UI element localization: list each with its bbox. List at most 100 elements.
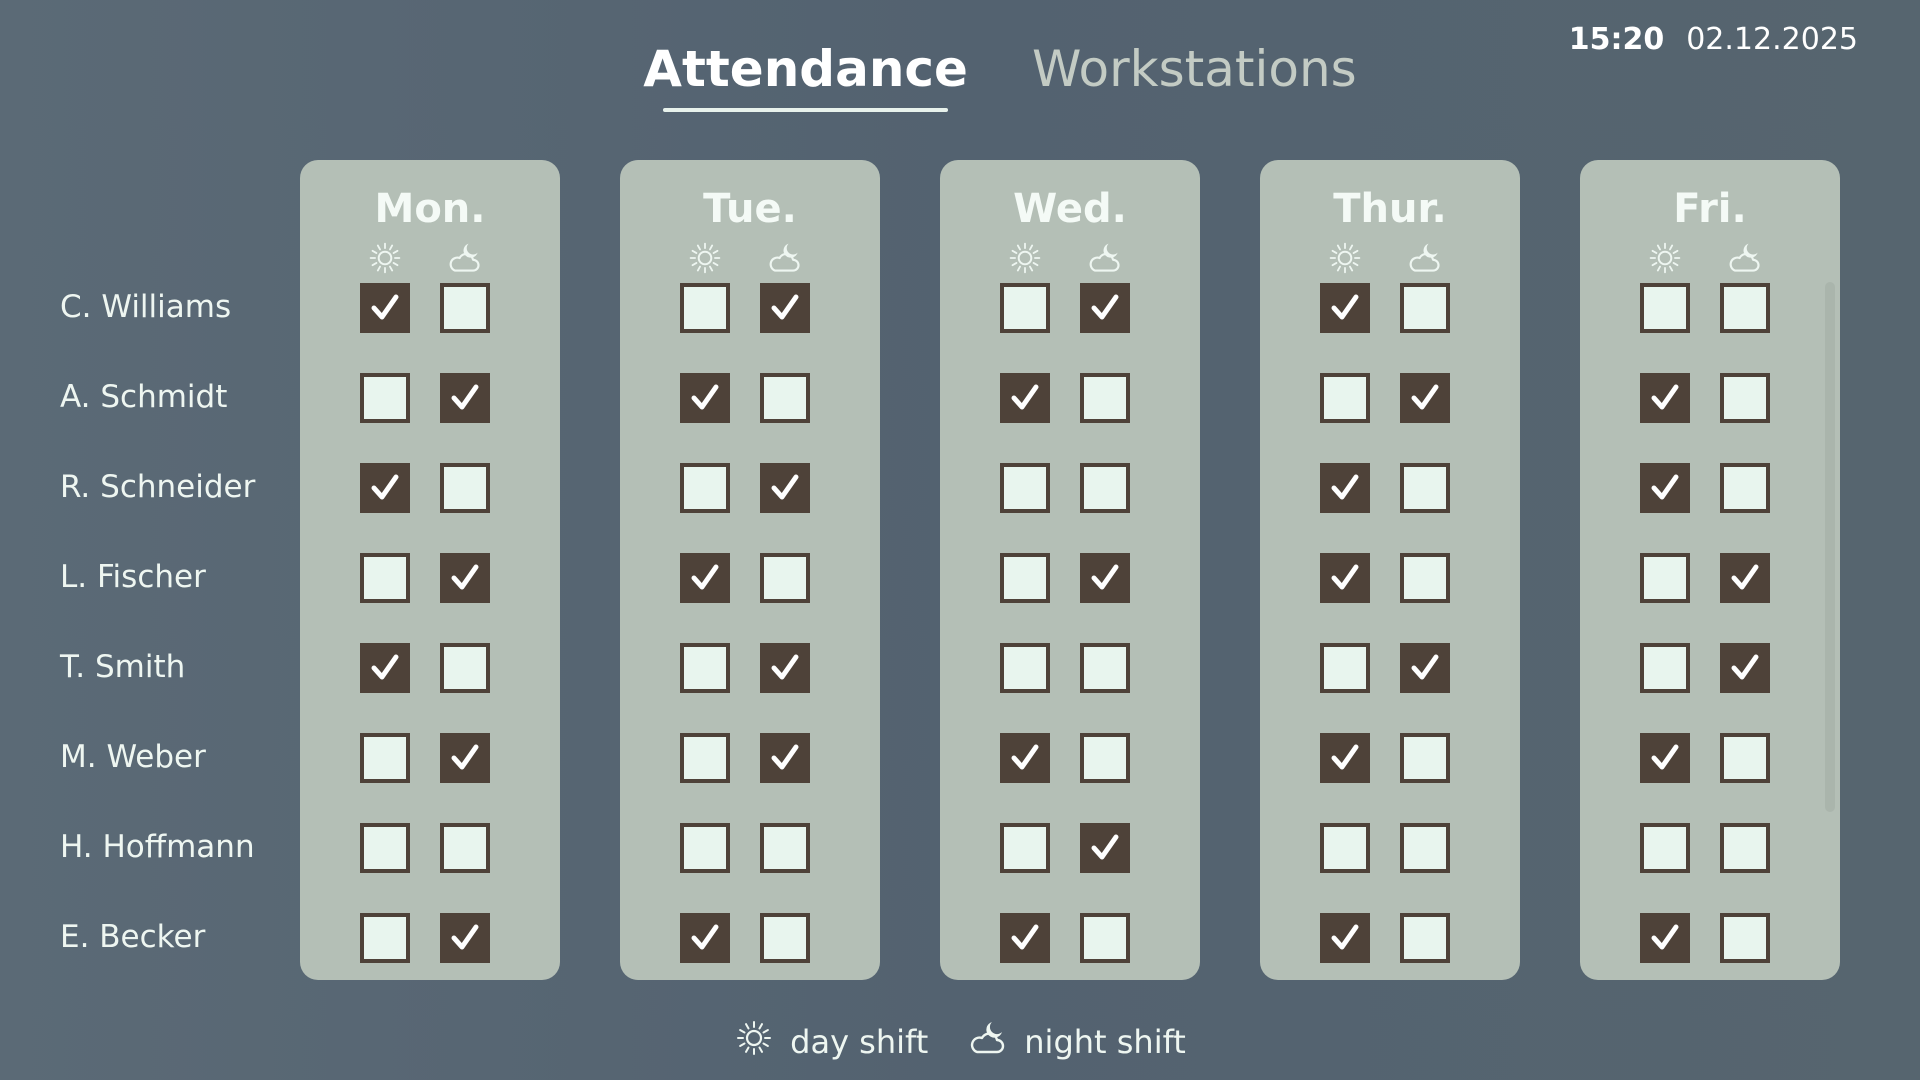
night-shift-checkbox[interactable] [1080,373,1130,423]
night-shift-checkbox[interactable] [1720,643,1770,693]
day-shift-checkbox[interactable] [360,373,410,423]
night-shift-checkbox[interactable] [760,283,810,333]
day-shift-checkbox[interactable] [1640,373,1690,423]
night-shift-checkbox[interactable] [1720,823,1770,873]
night-shift-checkbox[interactable] [1080,463,1130,513]
night-shift-checkbox[interactable] [1400,373,1450,423]
night-shift-checkbox[interactable] [1080,643,1130,693]
day-shift-checkbox[interactable] [680,643,730,693]
employee-name: E. Becker [60,919,206,955]
day-shift-checkbox[interactable] [1000,373,1050,423]
night-shift-checkbox[interactable] [760,463,810,513]
day-shift-checkbox[interactable] [1640,823,1690,873]
day-column: Thur. [1260,160,1520,980]
day-title: Tue. [703,186,797,232]
day-shift-checkbox[interactable] [1000,733,1050,783]
day-shift-checkbox[interactable] [680,373,730,423]
day-shift-checkbox[interactable] [1320,733,1370,783]
day-shift-checkbox[interactable] [680,823,730,873]
day-shift-checkbox[interactable] [1320,463,1370,513]
day-shift-checkbox[interactable] [360,283,410,333]
employee-name: A. Schmidt [60,379,228,415]
day-shift-checkbox[interactable] [1320,823,1370,873]
night-shift-checkbox[interactable] [1720,913,1770,963]
clock: 15:20 02.12.2025 [1569,22,1858,57]
night-shift-checkbox[interactable] [1400,643,1450,693]
day-shift-checkbox[interactable] [1640,913,1690,963]
night-shift-checkbox[interactable] [1400,463,1450,513]
day-shift-checkbox[interactable] [1000,643,1050,693]
day-shift-checkbox[interactable] [680,913,730,963]
day-shift-checkbox[interactable] [1320,553,1370,603]
night-shift-checkbox[interactable] [1400,553,1450,603]
day-shift-checkbox[interactable] [1640,283,1690,333]
night-shift-checkbox[interactable] [1720,553,1770,603]
night-shift-checkbox[interactable] [440,283,490,333]
day-column: Fri. [1580,160,1840,980]
day-shift-checkbox[interactable] [1320,643,1370,693]
day-column: Wed. [940,160,1200,980]
day-shift-checkbox[interactable] [1640,553,1690,603]
sun-icon [734,1018,774,1066]
legend-day: day shift [734,1018,928,1066]
night-shift-checkbox[interactable] [760,373,810,423]
day-shift-checkbox[interactable] [1320,283,1370,333]
night-shift-checkbox[interactable] [440,463,490,513]
night-shift-checkbox[interactable] [440,913,490,963]
day-shift-checkbox[interactable] [680,733,730,783]
scrollbar[interactable] [1825,282,1835,812]
night-shift-checkbox[interactable] [760,823,810,873]
night-shift-checkbox[interactable] [440,373,490,423]
day-shift-checkbox[interactable] [360,733,410,783]
day-shift-checkbox[interactable] [360,463,410,513]
day-shift-checkbox[interactable] [1320,373,1370,423]
day-column: Tue. [620,160,880,980]
employee-name: L. Fischer [60,559,206,595]
day-shift-checkbox[interactable] [1320,913,1370,963]
day-shift-checkbox[interactable] [1000,913,1050,963]
night-shift-checkbox[interactable] [1080,823,1130,873]
tab-workstations[interactable]: Workstations [1031,40,1357,98]
night-shift-checkbox[interactable] [760,553,810,603]
day-shift-checkbox[interactable] [360,553,410,603]
night-shift-checkbox[interactable] [440,553,490,603]
cloud-moon-icon [767,240,803,276]
day-title: Wed. [1013,186,1127,232]
night-shift-checkbox[interactable] [1720,283,1770,333]
night-shift-checkbox[interactable] [760,913,810,963]
tab-attendance[interactable]: Attendance [639,40,972,112]
night-shift-checkbox[interactable] [1080,283,1130,333]
night-shift-checkbox[interactable] [1720,373,1770,423]
day-shift-checkbox[interactable] [680,283,730,333]
day-shift-checkbox[interactable] [1000,823,1050,873]
day-shift-checkbox[interactable] [360,643,410,693]
night-shift-checkbox[interactable] [440,823,490,873]
night-shift-checkbox[interactable] [1720,733,1770,783]
night-shift-checkbox[interactable] [1080,913,1130,963]
night-shift-checkbox[interactable] [1400,913,1450,963]
day-shift-checkbox[interactable] [1000,553,1050,603]
day-shift-checkbox[interactable] [680,553,730,603]
night-shift-checkbox[interactable] [1080,553,1130,603]
night-shift-checkbox[interactable] [440,733,490,783]
employee-name: R. Schneider [60,469,256,505]
day-shift-checkbox[interactable] [680,463,730,513]
night-shift-checkbox[interactable] [1400,733,1450,783]
night-shift-checkbox[interactable] [1720,463,1770,513]
night-shift-checkbox[interactable] [1400,823,1450,873]
day-shift-checkbox[interactable] [360,913,410,963]
night-shift-checkbox[interactable] [760,643,810,693]
day-shift-checkbox[interactable] [1640,463,1690,513]
day-shift-checkbox[interactable] [1640,733,1690,783]
night-shift-checkbox[interactable] [1400,283,1450,333]
night-shift-checkbox[interactable] [760,733,810,783]
sun-icon [1647,240,1683,276]
night-shift-checkbox[interactable] [1080,733,1130,783]
day-shift-checkbox[interactable] [1640,643,1690,693]
day-shift-checkbox[interactable] [1000,463,1050,513]
clock-date: 02.12.2025 [1686,22,1858,57]
night-shift-checkbox[interactable] [440,643,490,693]
cloud-moon-icon [968,1018,1008,1066]
day-shift-checkbox[interactable] [360,823,410,873]
day-shift-checkbox[interactable] [1000,283,1050,333]
